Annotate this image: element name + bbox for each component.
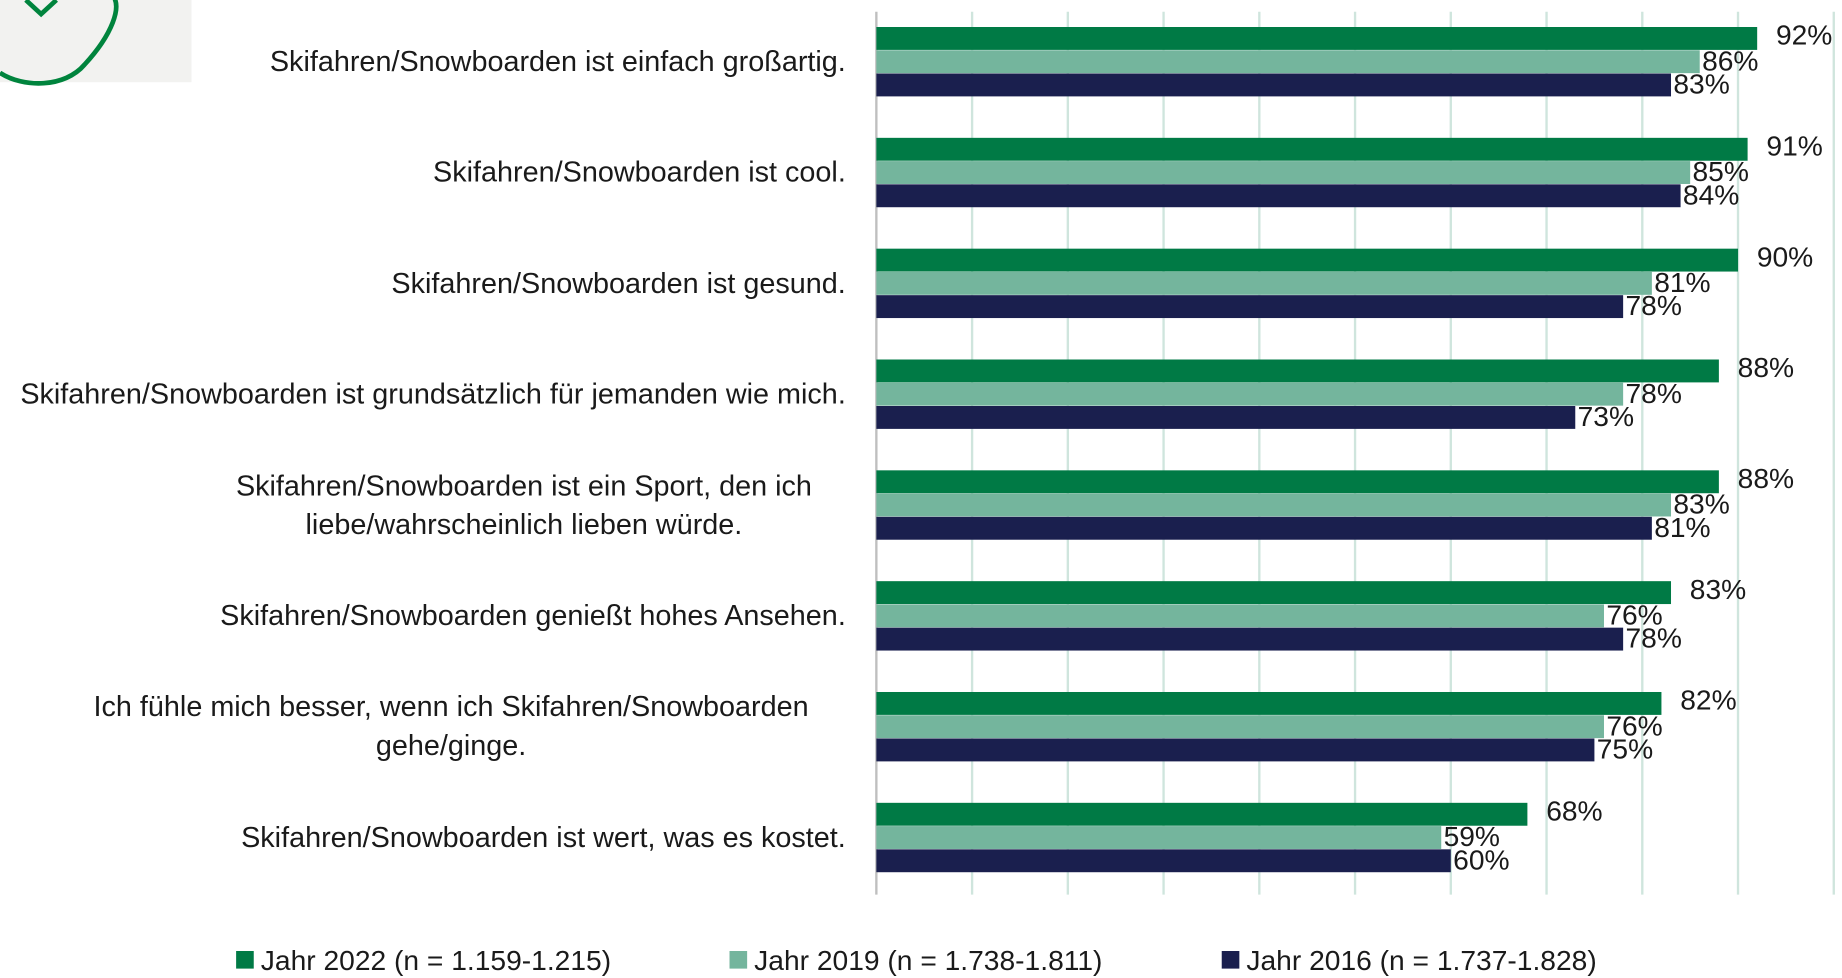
bar <box>876 248 1739 272</box>
legend-item: Jahr 2019 (n = 1.738-1.811) <box>729 945 1103 978</box>
value-label: 88% <box>1738 462 1794 494</box>
bar <box>876 137 1748 161</box>
value-label: 81% <box>1654 266 1710 298</box>
legend-label: Jahr 2016 (n = 1.737-1.828) <box>1246 945 1597 977</box>
bar <box>876 73 1672 97</box>
bar <box>876 382 1624 406</box>
value-label: 83% <box>1673 68 1729 100</box>
value-label: 78% <box>1625 622 1681 654</box>
bar <box>876 715 1604 739</box>
value-label: 85% <box>1693 155 1749 187</box>
value-label: 88% <box>1738 351 1794 383</box>
value-label: 81% <box>1654 511 1710 543</box>
bar <box>876 691 1662 715</box>
value-label: 91% <box>1766 130 1822 162</box>
value-label: 76% <box>1606 709 1662 741</box>
category-label: Skifahren/Snowboarden ist gesund. <box>391 268 846 300</box>
bar <box>876 27 1758 50</box>
value-label: 83% <box>1673 488 1729 520</box>
logo-background <box>0 0 192 83</box>
category-label: Skifahren/Snowboarden ist grundsätzlich … <box>20 378 846 411</box>
legend-item: Jahr 2016 (n = 1.737-1.828) <box>1221 945 1597 978</box>
value-label: 84% <box>1683 178 1739 210</box>
category-label: Skifahren/Snowboarden ist cool. <box>433 157 846 189</box>
logo <box>0 0 119 86</box>
bar <box>876 161 1691 184</box>
bar <box>876 184 1681 208</box>
bar <box>876 849 1451 873</box>
value-label: 82% <box>1680 684 1736 716</box>
category-label: Skifahren/Snowboarden genießt hohes Anse… <box>220 600 846 633</box>
bar <box>876 493 1672 517</box>
legend-label: Jahr 2022 (n = 1.159-1.215) <box>260 945 612 977</box>
value-label: 75% <box>1597 733 1653 765</box>
value-label: 73% <box>1578 400 1634 432</box>
bar <box>876 295 1624 319</box>
legend-swatch <box>1221 950 1240 969</box>
value-label: 60% <box>1453 843 1509 875</box>
category-label: Skifahren/Snowboarden ist wert, was es k… <box>241 822 846 854</box>
value-label: 59% <box>1444 820 1500 852</box>
value-label: 78% <box>1625 289 1681 321</box>
legend-swatch <box>236 950 254 969</box>
bar <box>876 359 1719 383</box>
category-label: Ich fühle mich besser, wenn ich Skifahre… <box>93 691 809 763</box>
bar <box>876 826 1442 849</box>
bar <box>876 738 1595 762</box>
value-label: 83% <box>1690 573 1746 605</box>
value-label: 68% <box>1546 795 1602 827</box>
value-label: 92% <box>1776 19 1832 51</box>
bar <box>876 271 1652 295</box>
legend-item: Jahr 2022 (n = 1.159-1.215) <box>236 945 611 978</box>
bar <box>876 581 1672 605</box>
category-label: Skifahren/Snowboarden ist einfach großar… <box>269 46 846 79</box>
bar <box>876 604 1604 628</box>
bar <box>876 516 1652 540</box>
legend-swatch <box>729 950 748 969</box>
legend-label: Jahr 2019 (n = 1.738-1.811) <box>754 945 1103 977</box>
value-label: 78% <box>1625 377 1681 409</box>
bar <box>876 627 1624 651</box>
value-label: 76% <box>1606 598 1662 630</box>
category-label: Skifahren/Snowboarden ist ein Sport, den… <box>235 470 812 541</box>
bar <box>876 50 1700 74</box>
bar <box>876 470 1719 494</box>
bar <box>876 802 1528 826</box>
value-label: 90% <box>1757 240 1813 272</box>
bar <box>876 405 1576 429</box>
value-label: 86% <box>1702 44 1758 76</box>
